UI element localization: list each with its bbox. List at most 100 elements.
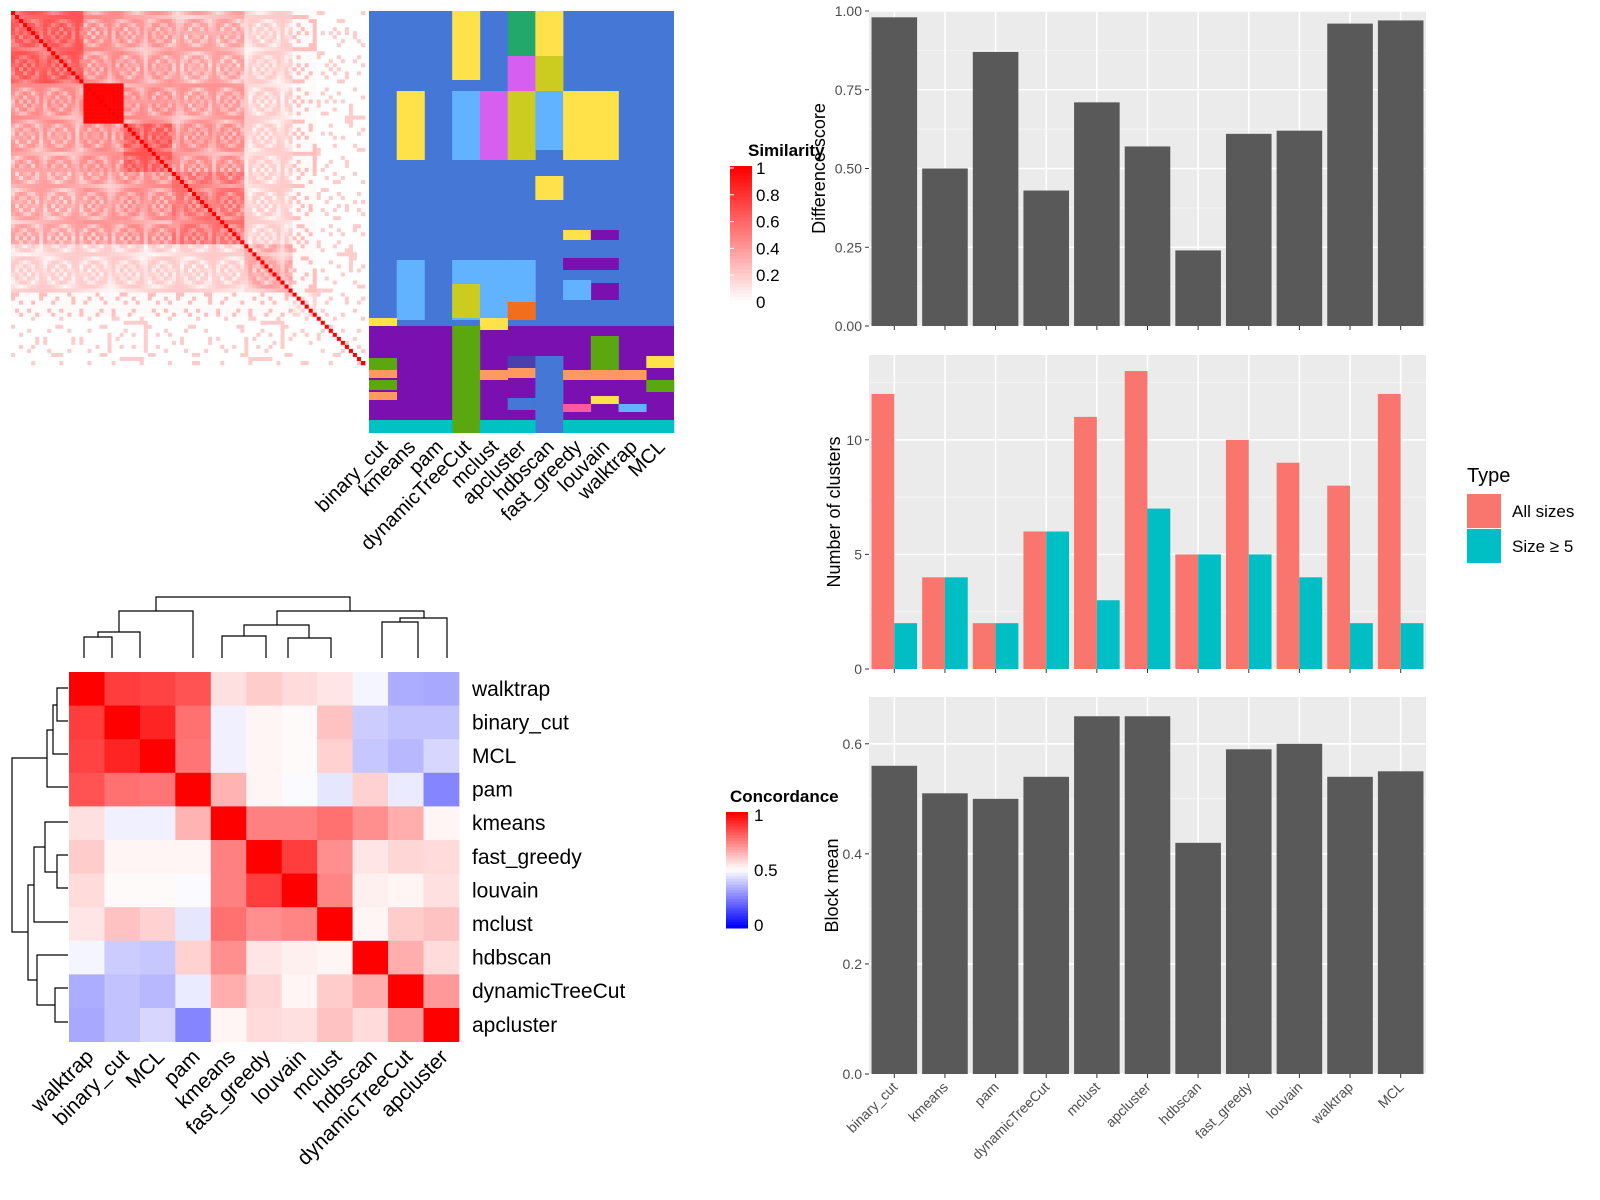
similarity-cell bbox=[51, 43, 56, 48]
similarity-cell bbox=[19, 188, 24, 193]
similarity-cell bbox=[248, 63, 253, 68]
similarity-cell bbox=[31, 224, 36, 229]
similarity-cell bbox=[212, 91, 217, 96]
similarity-cell bbox=[31, 127, 36, 132]
similarity-cell bbox=[316, 151, 322, 157]
similarity-cell bbox=[264, 51, 269, 56]
similarity-cell bbox=[304, 95, 309, 100]
similarity-cell bbox=[175, 163, 181, 169]
similarity-cell bbox=[55, 151, 60, 157]
similarity-cell bbox=[103, 59, 108, 64]
similarity-cell bbox=[300, 232, 305, 237]
similarity-cell bbox=[196, 111, 201, 116]
similarity-cell bbox=[127, 188, 132, 193]
similarity-cell bbox=[204, 183, 209, 189]
similarity-cell bbox=[352, 59, 358, 64]
similarity-cell bbox=[244, 179, 249, 185]
similarity-cell bbox=[31, 47, 36, 52]
similarity-cell bbox=[111, 83, 116, 88]
similarity-cell bbox=[19, 63, 24, 68]
similarity-cell bbox=[67, 75, 72, 80]
similarity-cell bbox=[336, 115, 342, 120]
similarity-cell bbox=[296, 31, 301, 36]
similarity-cell bbox=[244, 151, 249, 157]
similarity-cell bbox=[91, 27, 96, 32]
similarity-cell bbox=[324, 123, 330, 128]
similarity-cell bbox=[356, 35, 362, 40]
similarity-cell bbox=[83, 208, 88, 213]
similarity-cell bbox=[91, 47, 96, 52]
similarity-cell bbox=[236, 232, 241, 237]
similarity-cell bbox=[192, 91, 197, 96]
similarity-cell bbox=[200, 111, 205, 116]
similarity-cell bbox=[115, 208, 120, 213]
similarity-cell bbox=[155, 196, 161, 201]
similarity-cell bbox=[43, 175, 48, 181]
similarity-cell bbox=[131, 171, 137, 177]
similarity-cell bbox=[139, 107, 145, 112]
similarity-cell bbox=[332, 115, 338, 120]
similarity-cell bbox=[163, 212, 169, 217]
similarity-cell bbox=[292, 139, 297, 145]
similarity-cell bbox=[135, 147, 141, 153]
similarity-cell bbox=[188, 200, 193, 205]
similarity-cell bbox=[67, 232, 72, 237]
similarity-cell bbox=[83, 31, 88, 36]
similarity-cell bbox=[300, 87, 305, 92]
similarity-cell bbox=[236, 71, 241, 76]
similarity-cell bbox=[272, 87, 277, 92]
similarity-cell bbox=[27, 216, 32, 221]
similarity-cell bbox=[51, 59, 56, 64]
similarity-cell bbox=[179, 216, 185, 221]
similarity-cell bbox=[348, 183, 354, 189]
similarity-cell bbox=[51, 127, 56, 132]
similarity-cell bbox=[71, 171, 76, 177]
similarity-cell bbox=[91, 224, 96, 229]
similarity-cell bbox=[31, 119, 36, 124]
similarity-cell bbox=[200, 135, 205, 141]
similarity-cell bbox=[39, 216, 44, 221]
similarity-cell bbox=[123, 196, 128, 201]
similarity-cell bbox=[312, 196, 318, 201]
similarity-cell bbox=[31, 87, 36, 92]
similarity-cell bbox=[272, 143, 277, 149]
similarity-cell bbox=[220, 208, 225, 213]
similarity-cell bbox=[147, 27, 153, 32]
similarity-cell bbox=[123, 115, 128, 120]
similarity-cell bbox=[212, 228, 217, 233]
similarity-cell bbox=[51, 23, 56, 28]
similarity-cell bbox=[260, 51, 265, 56]
similarity-cell bbox=[252, 103, 257, 108]
similarity-cell bbox=[183, 11, 189, 16]
similarity-cell bbox=[276, 119, 281, 124]
similarity-cell bbox=[31, 43, 36, 48]
similarity-cell bbox=[31, 192, 36, 197]
similarity-cell bbox=[67, 196, 72, 201]
similarity-cell bbox=[67, 115, 72, 120]
similarity-cell bbox=[252, 163, 257, 169]
similarity-cell bbox=[51, 159, 56, 165]
similarity-cell bbox=[244, 15, 249, 20]
similarity-cell bbox=[75, 67, 80, 72]
similarity-cell bbox=[143, 79, 149, 84]
similarity-cell bbox=[360, 99, 366, 104]
similarity-cell bbox=[356, 135, 362, 141]
similarity-cell bbox=[324, 35, 330, 40]
similarity-cell bbox=[151, 171, 157, 177]
similarity-cell bbox=[272, 31, 277, 36]
similarity-cell bbox=[208, 91, 213, 96]
similarity-cell bbox=[31, 79, 36, 84]
similarity-cell bbox=[15, 192, 20, 197]
similarity-cell bbox=[27, 47, 32, 52]
similarity-cell bbox=[115, 79, 120, 84]
similarity-cell bbox=[236, 63, 241, 68]
similarity-cell bbox=[284, 139, 289, 145]
similarity-cell bbox=[312, 183, 318, 189]
similarity-cell bbox=[228, 39, 233, 44]
similarity-cell bbox=[244, 103, 249, 108]
similarity-cell bbox=[179, 179, 185, 185]
similarity-cell bbox=[212, 107, 217, 112]
similarity-cell bbox=[356, 95, 362, 100]
similarity-cell bbox=[256, 131, 261, 137]
similarity-cell bbox=[228, 228, 233, 233]
